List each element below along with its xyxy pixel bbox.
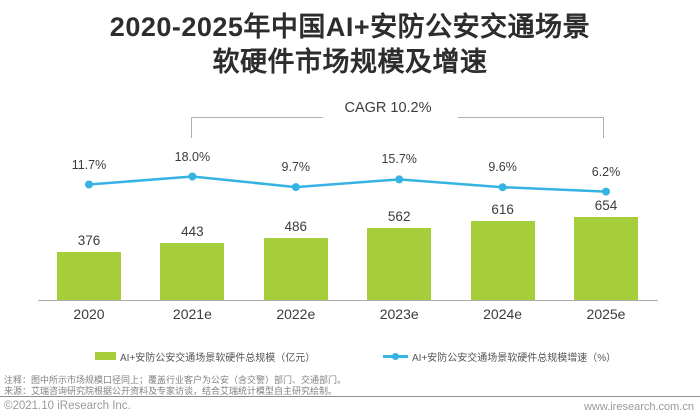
growth-line-point — [498, 183, 507, 192]
bar-value-label: 616 — [491, 202, 514, 218]
footnote-line1: 注释：图中所示市场规模口径同上；覆盖行业客户为公安（含交警）部门、交通部门。 — [4, 375, 347, 385]
bar-value-label: 486 — [284, 218, 308, 234]
bar-value-label: 654 — [594, 197, 618, 213]
bar-2024e — [470, 221, 535, 300]
growth-rate-label: 11.7% — [71, 157, 107, 172]
bar-swatch-icon — [95, 352, 116, 360]
chart-title-line1: 2020-2025年中国AI+安防公安交通场景 — [109, 12, 591, 42]
x-axis-label-2025e: 2025e — [586, 306, 626, 322]
website-link[interactable]: www.iresearch.com.cn — [583, 401, 694, 413]
cagr-bracket-right-segment — [458, 117, 604, 118]
copyright-text: ©2021.10 iResearch Inc. — [4, 400, 131, 412]
growth-line-point — [188, 172, 197, 181]
x-axis-label-2024e: 2024e — [483, 306, 523, 322]
x-axis-label-2021e: 2021e — [172, 306, 212, 322]
cagr-bracket-right-tick — [603, 117, 604, 138]
x-axis-label-2020: 2020 — [73, 306, 105, 322]
growth-rate-label: 9.7% — [281, 160, 311, 175]
growth-line-point — [602, 187, 610, 196]
chart-title: 2020-2025年中国AI+安防公安交通场景 软硬件市场规模及增速 — [0, 10, 700, 80]
cagr-annotation: CAGR 10.2% — [344, 100, 432, 116]
growth-line-point — [291, 183, 300, 192]
bar-value-label: 562 — [387, 209, 411, 225]
bar-2020 — [57, 252, 121, 300]
bar-2025e — [574, 216, 638, 300]
bar-2021e — [160, 243, 225, 300]
legend-label-scale: AI+安防公安交通场景软硬件总规模（亿元） — [120, 352, 316, 364]
legend-item-scale: AI+安防公安交通场景软硬件总规模（亿元） — [95, 349, 316, 364]
x-axis-line — [38, 300, 658, 301]
growth-line-point — [395, 175, 404, 184]
bar-value-label: 443 — [181, 224, 204, 240]
cagr-bracket-left-segment — [191, 117, 323, 118]
bar-value-label: 376 — [77, 233, 101, 248]
footnotes: 注释：图中所示市场规模口径同上；覆盖行业客户为公安（含交警）部门、交通部门。 来… — [4, 375, 346, 396]
legend-label-growth: AI+安防公安交通场景软硬件总规模增速（%） — [412, 352, 617, 364]
chart-title-line2: 软硬件市场规模及增速 — [212, 47, 488, 77]
x-axis-label-2022e: 2022e — [276, 306, 316, 322]
bar-2022e — [263, 237, 328, 300]
growth-rate-label: 18.0% — [174, 149, 211, 164]
footnote-line2: 来源：艾瑞咨询研究院根据公开资料及专家访谈，结合艾瑞统计模型自主研究绘制。 — [4, 385, 338, 396]
cagr-bracket-left-tick — [191, 117, 192, 138]
x-axis-label-2023e: 2023e — [379, 306, 419, 322]
growth-rate-label: 9.6% — [488, 160, 517, 175]
footer-divider — [0, 396, 700, 397]
growth-line-path — [88, 175, 607, 193]
bar-2023e — [367, 228, 432, 300]
growth-line-point — [85, 180, 93, 189]
legend-item-growth: AI+安防公安交通场景软硬件总规模增速（%） — [383, 349, 617, 364]
line-swatch-icon — [383, 352, 408, 360]
growth-rate-label: 15.7% — [381, 152, 417, 167]
growth-rate-label: 6.2% — [591, 164, 621, 179]
